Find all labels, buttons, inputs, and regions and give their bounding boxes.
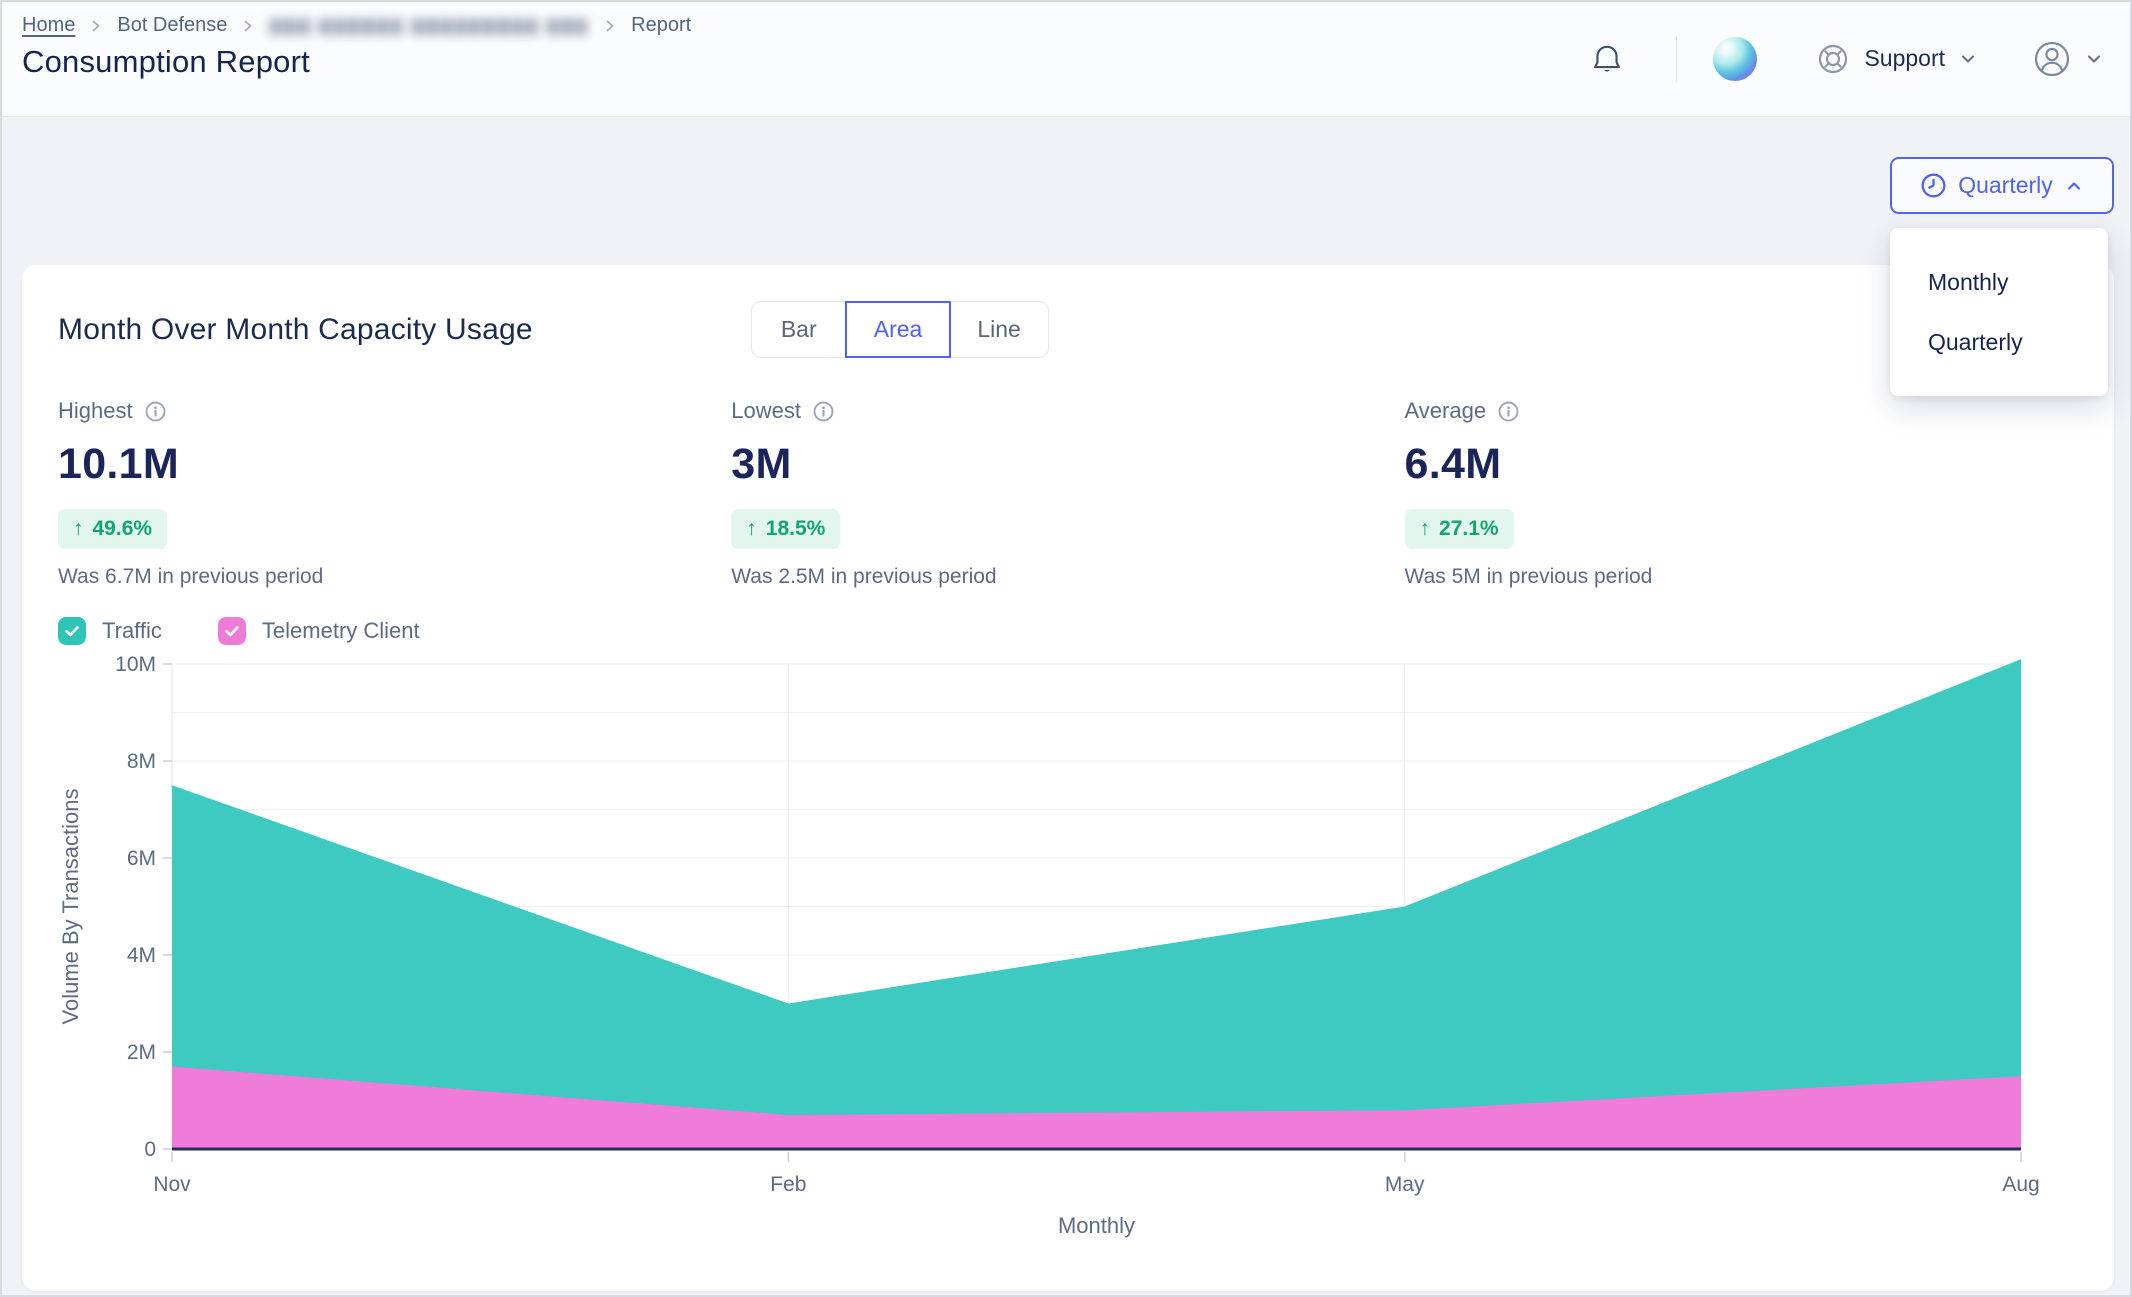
stat-caption: Was 5M in previous period	[1404, 565, 1653, 588]
y-tick-label: 0	[144, 1138, 156, 1161]
change-badge: ↑ 49.6%	[58, 509, 168, 549]
stacked-area-chart: 0 2M 4M 6M 8M 10M Nov Feb May Aug Volume By Transa…	[58, 653, 2040, 1238]
x-axis-title: Monthly	[1058, 1213, 1135, 1238]
info-icon[interactable]	[144, 400, 167, 423]
clock-icon	[1921, 173, 1946, 198]
stat-caption: Was 6.7M in previous period	[58, 565, 324, 588]
stat-label: Highest	[58, 398, 133, 423]
breadcrumb-bot-defense[interactable]: Bot Defense	[117, 14, 228, 36]
ai-assistant-orb-icon[interactable]	[1713, 36, 1758, 81]
bell-icon	[1594, 45, 1621, 72]
checkmark-icon	[225, 626, 239, 637]
capacity-usage-card: Month Over Month Capacity Usage Bar Area…	[22, 265, 2114, 1291]
stat-label: Average	[1404, 398, 1487, 423]
period-selector-button[interactable]: Quarterly	[1890, 157, 2114, 214]
x-tick-label: Aug	[2002, 1173, 2039, 1196]
x-tick-label: Feb	[770, 1173, 806, 1196]
stat-label: Lowest	[731, 398, 801, 423]
info-icon[interactable]	[812, 400, 835, 423]
card-title: Month Over Month Capacity Usage	[58, 312, 533, 346]
breadcrumb: Home Bot Defense ▇▇▇ ▇▇▇▇▇▇ ▇▇▇▇▇▇▇▇▇ ▇▇…	[22, 14, 691, 37]
y-tick-label: 4M	[127, 944, 156, 967]
stats-row: Highest 10.1M ↑ 49.6% Was 6.7M in previou…	[58, 398, 2078, 589]
y-tick-label: 8M	[127, 750, 156, 773]
chevron-right-icon	[245, 20, 252, 31]
stat-value: 10.1M	[58, 440, 180, 488]
checkmark-icon	[65, 626, 79, 637]
toggle-bar-button[interactable]: Bar	[752, 302, 846, 357]
legend-item-telemetry-client[interactable]: Telemetry Client	[217, 617, 420, 645]
stat-highest: Highest 10.1M ↑ 49.6% Was 6.7M in previou…	[58, 398, 731, 589]
page-title: Consumption Report	[22, 44, 310, 79]
user-account-menu[interactable]	[2032, 39, 2104, 79]
header-divider	[1676, 35, 1678, 82]
support-label: Support	[1864, 45, 1945, 71]
user-avatar-icon	[2034, 41, 2070, 76]
stat-caption: Was 2.5M in previous period	[731, 565, 997, 588]
up-arrow-icon: ↑	[73, 517, 84, 540]
period-selector-menu: Monthly Quarterly	[1890, 228, 2108, 396]
lifebuoy-icon	[1819, 44, 1848, 73]
checkbox-telemetry-client[interactable]	[217, 617, 246, 645]
area-telemetry-client[interactable]	[172, 1066, 2021, 1149]
chevron-up-icon	[2067, 181, 2080, 190]
breadcrumb-report: Report	[631, 14, 692, 36]
support-menu[interactable]: Support	[1815, 41, 1978, 77]
change-percent: 49.6%	[92, 517, 153, 540]
legend-item-traffic[interactable]: Traffic	[58, 617, 162, 645]
card-header: Month Over Month Capacity Usage Bar Area…	[58, 301, 2078, 358]
info-icon[interactable]	[1497, 400, 1520, 423]
chevron-down-icon	[2087, 54, 2101, 63]
change-badge: ↑ 18.5%	[731, 509, 841, 549]
stat-value: 6.4M	[1404, 440, 1502, 488]
x-tick-label: Nov	[153, 1173, 191, 1196]
capacity-usage-chart: 0 2M 4M 6M 8M 10M Nov Feb May Aug Volume By Transa…	[58, 647, 2078, 1247]
header-actions: Support	[1590, 2, 2104, 115]
legend-label: Telemetry Client	[261, 618, 420, 643]
legend-label: Traffic	[102, 618, 162, 643]
toggle-area-button[interactable]: Area	[844, 301, 952, 358]
y-tick-label: 2M	[127, 1041, 156, 1064]
header: Home Bot Defense ▇▇▇ ▇▇▇▇▇▇ ▇▇▇▇▇▇▇▇▇ ▇▇…	[2, 2, 2130, 117]
x-tick-label: May	[1385, 1173, 1425, 1196]
y-tick-label: 6M	[127, 847, 156, 870]
chevron-down-icon	[1961, 54, 1975, 63]
stat-average: Average 6.4M ↑ 27.1% Was 5M in previous p…	[1404, 398, 2078, 589]
stat-lowest: Lowest 3M ↑ 18.5% Was 2.5M in previous pe…	[731, 398, 1404, 589]
area-traffic[interactable]	[172, 659, 2021, 1149]
series-legend: Traffic Telemetry Client	[58, 617, 2078, 645]
chart-type-toggle: Bar Area Line	[750, 301, 1049, 358]
menu-item-quarterly[interactable]: Quarterly	[1928, 328, 2023, 355]
y-axis-title: Volume By Transactions	[58, 788, 83, 1024]
toggle-line-button[interactable]: Line	[950, 302, 1047, 357]
chevron-right-icon	[606, 20, 614, 31]
up-arrow-icon: ↑	[746, 517, 757, 540]
period-selector-value: Quarterly	[1958, 172, 2053, 198]
y-tick-label: 10M	[115, 653, 156, 676]
change-percent: 18.5%	[765, 517, 826, 540]
menu-item-monthly[interactable]: Monthly	[1928, 268, 2009, 295]
stat-value: 3M	[731, 440, 792, 488]
change-percent: 27.1%	[1439, 517, 1499, 540]
breadcrumb-redacted-item[interactable]: ▇▇▇ ▇▇▇▇▇▇ ▇▇▇▇▇▇▇▇▇ ▇▇▇	[269, 17, 590, 35]
change-badge: ↑ 27.1%	[1404, 509, 1514, 549]
checkbox-traffic[interactable]	[58, 617, 86, 645]
notifications-button[interactable]	[1590, 42, 1624, 76]
up-arrow-icon: ↑	[1419, 517, 1431, 540]
breadcrumb-home[interactable]: Home	[22, 14, 76, 36]
chevron-right-icon	[92, 20, 100, 31]
